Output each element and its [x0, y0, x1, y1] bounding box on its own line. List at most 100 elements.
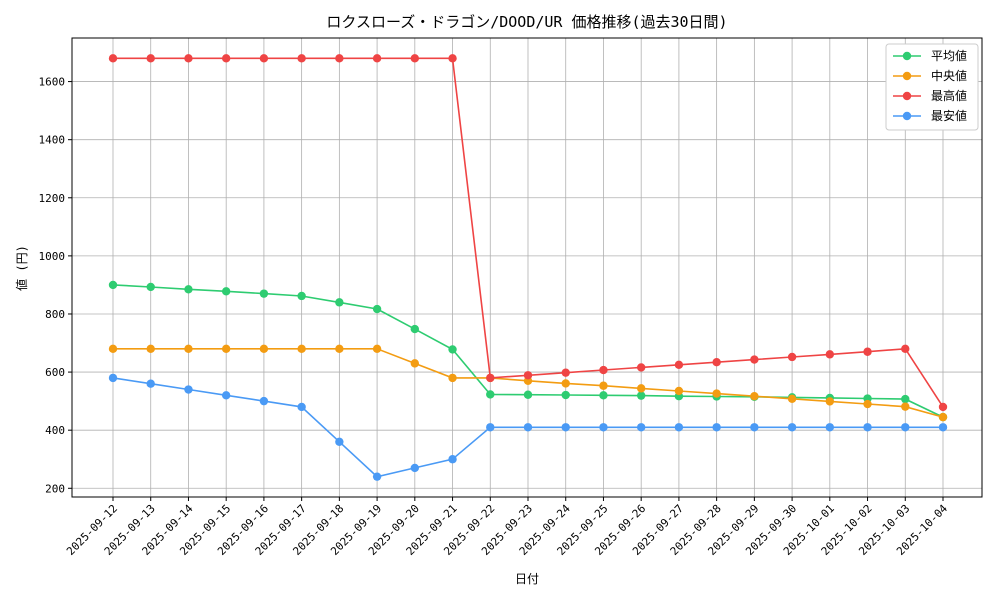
data-point [523, 423, 533, 432]
data-point [335, 437, 344, 447]
data-point [259, 54, 269, 63]
series-中央値 [108, 344, 948, 422]
data-point [561, 423, 570, 432]
data-point [146, 54, 155, 63]
data-point [297, 291, 306, 301]
data-point [184, 285, 193, 294]
data-point [712, 358, 721, 367]
series-平均値 [108, 280, 948, 422]
legend-label: 最高値 [931, 88, 967, 103]
legend-marker [902, 71, 912, 81]
data-point [221, 287, 231, 296]
data-point [901, 402, 910, 411]
series-最安値 [108, 373, 948, 481]
data-point [108, 373, 118, 383]
data-point [259, 396, 269, 406]
legend-marker [902, 51, 912, 61]
legend-marker [902, 111, 912, 121]
data-point [259, 289, 269, 298]
y-tick-label: 600 [45, 366, 65, 379]
data-point [901, 394, 910, 404]
series-group [108, 54, 948, 481]
data-point [372, 472, 382, 481]
x-axis: 2025-09-122025-09-132025-09-142025-09-15… [64, 497, 950, 558]
data-point [410, 359, 420, 368]
data-point [599, 423, 608, 432]
legend-label: 平均値 [931, 48, 967, 63]
data-point [636, 384, 646, 393]
data-point [750, 423, 759, 432]
data-point [787, 423, 797, 432]
data-point [486, 423, 495, 432]
data-point [787, 352, 797, 362]
y-tick-label: 400 [45, 424, 65, 437]
data-point [901, 344, 910, 354]
data-point [486, 373, 495, 383]
data-point [335, 344, 344, 354]
data-point [184, 344, 193, 354]
data-point [297, 402, 306, 412]
data-point [636, 391, 646, 400]
data-point [221, 54, 231, 63]
data-point [561, 368, 570, 377]
data-point [259, 344, 269, 354]
chart-title: ロクスローズ・ドラゴン/DOOD/UR 価格推移(過去30日間) [326, 13, 727, 31]
data-point [146, 379, 155, 388]
data-point [599, 381, 608, 390]
x-axis-label: 日付 [515, 572, 539, 586]
data-point [184, 385, 193, 394]
data-point [938, 412, 948, 422]
y-tick-label: 1200 [39, 192, 66, 205]
data-point [712, 389, 721, 398]
data-point [410, 463, 420, 473]
data-point [448, 373, 457, 383]
plot-frame [71, 37, 983, 498]
y-tick-label: 1600 [39, 76, 66, 89]
data-point [448, 54, 457, 63]
data-point [938, 402, 948, 412]
data-point [825, 350, 835, 359]
data-point [674, 386, 684, 396]
data-point [825, 423, 835, 432]
data-point [297, 54, 306, 63]
data-point [674, 423, 684, 432]
data-point [561, 379, 570, 388]
data-point [863, 399, 872, 409]
data-point [825, 397, 835, 406]
data-point [486, 390, 495, 399]
data-point [901, 423, 910, 432]
data-point [863, 347, 872, 356]
data-point [372, 344, 382, 354]
data-point [712, 423, 721, 432]
data-point [146, 282, 155, 292]
data-point [750, 355, 759, 364]
data-point [674, 360, 684, 370]
legend-label: 最安値 [931, 108, 967, 123]
data-point [221, 391, 231, 400]
grid [72, 38, 982, 497]
data-point [636, 423, 646, 432]
y-axis-label: 値 (円) [14, 245, 29, 291]
data-point [410, 54, 420, 63]
data-point [335, 298, 344, 307]
data-point [938, 423, 948, 432]
data-point [108, 280, 118, 290]
data-point [599, 391, 608, 400]
y-tick-label: 200 [45, 482, 65, 495]
legend-box [885, 43, 979, 131]
y-tick-label: 800 [45, 308, 65, 321]
data-point [599, 365, 608, 375]
data-point [410, 324, 420, 334]
data-point [335, 54, 344, 63]
data-point [146, 344, 155, 354]
data-point [523, 371, 533, 380]
data-point [750, 391, 759, 401]
series-最高値 [108, 54, 948, 412]
data-point [372, 304, 382, 314]
data-point [523, 390, 533, 399]
data-point [787, 394, 797, 404]
data-point [221, 344, 231, 354]
